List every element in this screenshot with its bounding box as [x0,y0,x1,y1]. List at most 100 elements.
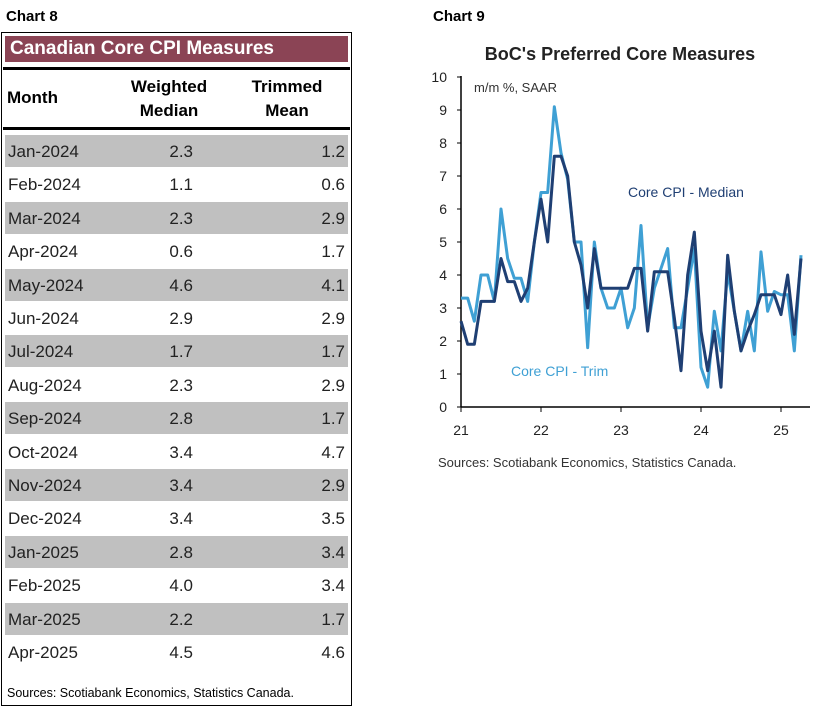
trim-cell: 2.9 [321,375,345,395]
table-row: Nov-2024 3.4 2.9 [5,469,348,501]
x-tick-label: 23 [613,422,629,438]
y-axis-unit: m/m %, SAAR [474,80,557,95]
trim-cell: 1.2 [321,142,345,161]
month-cell: Aug-2024 [8,375,82,395]
median-cell: 2.8 [169,409,193,429]
trim-cell: 1.7 [321,342,345,362]
trim-cell: 4.6 [321,643,345,662]
month-cell: Apr-2025 [8,643,78,662]
median-cell: 1.1 [169,175,193,195]
median-cell: 2.2 [169,609,193,629]
table-row: Jul-2024 1.7 1.7 [5,335,348,368]
y-tick-label: 4 [439,267,447,283]
month-cell: Sep-2024 [8,409,82,429]
median-cell: 3.4 [169,509,193,529]
month-cell: Feb-2025 [8,576,81,596]
table-row: May-2024 4.6 4.1 [5,268,348,301]
table-title: Canadian Core CPI Measures [5,36,348,62]
trim-cell: 2.9 [321,309,345,328]
x-tick-label: 21 [453,422,469,438]
median-cell: 4.0 [169,576,193,596]
header-line: Mean [265,101,309,120]
table-row: Sep-2024 2.8 1.7 [5,402,348,435]
median-cell: 3.4 [169,476,193,495]
median-cell: 0.6 [169,242,193,262]
header-month: Month [7,88,58,107]
trim-cell: 3.4 [321,576,345,596]
chart-source: Sources: Scotiabank Economics, Statistic… [438,455,737,470]
divider [3,127,350,130]
median-legend-label: Core CPI - Median [628,184,744,200]
trim-line [461,105,803,389]
y-tick-label: 10 [431,69,447,85]
trim-cell: 2.9 [321,476,345,495]
median-line [459,154,803,389]
table-row: Mar-2025 2.2 1.7 [5,602,348,635]
chart-title: BoC's Preferred Core Measures [485,44,755,64]
trim-legend-label: Core CPI - Trim [511,363,608,379]
median-cell: 4.5 [169,643,193,662]
x-tick-label: 25 [773,422,789,438]
y-tick-label: 3 [439,300,447,316]
core-cpi-table: Canadian Core CPI Measures Month Weighte… [1,32,352,706]
header-line: Median [139,101,199,120]
y-tick-label: 8 [439,135,447,151]
trim-cell: 1.7 [321,609,345,629]
table-row: Apr-2024 0.6 1.7 [5,235,348,267]
month-cell: Jan-2024 [8,142,79,161]
trim-cell: 1.7 [321,242,345,262]
month-cell: Nov-2024 [8,476,82,495]
month-cell: Apr-2024 [8,242,78,262]
header-line: Weighted [130,77,208,96]
table-row: Feb-2024 1.1 0.6 [5,168,348,200]
table-row: Jan-2025 2.8 3.4 [5,535,348,568]
median-cell: 2.3 [169,142,193,161]
table-row: Mar-2024 2.3 2.9 [5,201,348,234]
y-tick-label: 5 [439,234,447,250]
month-cell: Jan-2025 [8,542,79,562]
table-row: Feb-2025 4.0 3.4 [5,569,348,601]
month-cell: Feb-2024 [8,175,81,195]
table-row: Oct-2024 3.4 4.7 [5,436,348,468]
median-cell: 2.8 [169,542,193,562]
y-tick-label: 9 [439,102,447,118]
table-row: Dec-2024 3.4 3.5 [5,502,348,534]
table-row: Jun-2024 2.9 2.9 [5,302,348,334]
y-tick-label: 6 [439,201,447,217]
median-cell: 3.4 [169,442,193,462]
header-weighted-median: Weighted Median [124,75,214,123]
table-row: Apr-2025 4.5 4.6 [5,636,348,668]
table-source: Sources: Scotiabank Economics, Statistic… [7,686,294,700]
month-cell: Dec-2024 [8,509,82,529]
divider [3,67,350,70]
month-cell: Mar-2025 [8,609,81,629]
month-cell: Mar-2024 [8,208,81,228]
trim-cell: 4.1 [321,275,345,295]
month-cell: Jul-2024 [8,342,74,362]
x-tick-label: 22 [533,422,549,438]
y-tick-label: 1 [439,366,447,382]
table-row: Jan-2024 2.3 1.2 [5,135,348,167]
trim-cell: 4.7 [321,442,345,462]
header-trimmed-mean: Trimmed Mean [242,75,332,123]
table-row: Aug-2024 2.3 2.9 [5,369,348,401]
y-tick-label: 0 [439,399,447,415]
trim-cell: 2.9 [321,208,345,228]
header-line: Trimmed [251,77,323,96]
x-tick-label: 24 [693,422,709,438]
month-cell: Oct-2024 [8,442,78,462]
median-cell: 2.3 [169,375,193,395]
chart-8-label: Chart 8 [6,8,58,25]
median-cell: 2.9 [169,309,193,328]
median-cell: 1.7 [169,342,193,362]
month-cell: Jun-2024 [8,309,79,328]
y-tick-label: 2 [439,333,447,349]
trim-cell: 0.6 [321,175,345,195]
chart-9-label: Chart 9 [433,8,485,25]
month-cell: May-2024 [8,275,84,295]
median-cell: 4.6 [169,275,193,295]
trim-cell: 1.7 [321,409,345,429]
trim-cell: 3.4 [321,542,345,562]
trim-cell: 3.5 [321,509,345,529]
median-cell: 2.3 [169,208,193,228]
